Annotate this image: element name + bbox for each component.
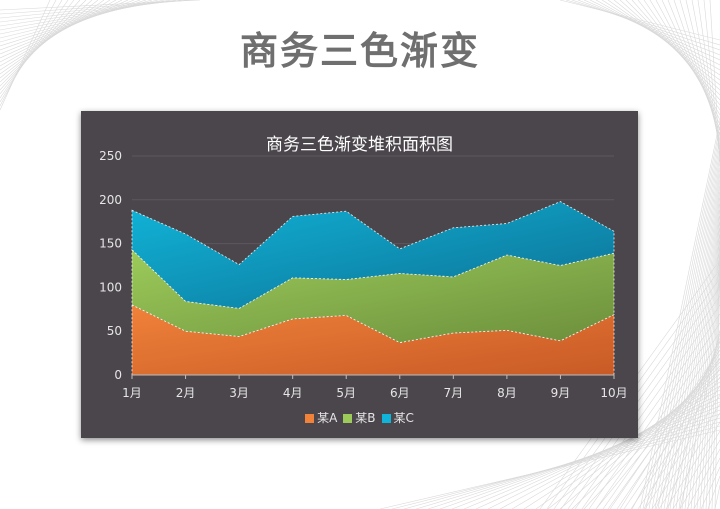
x-tick-label: 6月 bbox=[390, 386, 410, 400]
legend-swatch bbox=[381, 414, 391, 423]
legend-swatch bbox=[305, 414, 315, 423]
legend-swatch bbox=[343, 414, 353, 423]
y-tick-label: 200 bbox=[99, 193, 122, 207]
chart-title: 商务三色渐变堆积面积图 bbox=[266, 135, 453, 155]
x-tick-label: 3月 bbox=[229, 386, 249, 400]
y-tick-label: 50 bbox=[107, 324, 122, 338]
area-series bbox=[131, 201, 615, 376]
tick-labels: 0 50 100 150 200 250 1月 2月 3月 4月 5月 6月 7月 8月 9月 10月 bbox=[99, 149, 628, 400]
x-tick-label: 9月 bbox=[551, 386, 571, 400]
axes bbox=[131, 374, 615, 379]
legend: 某A 某B 某C bbox=[81, 409, 638, 426]
y-tick-label: 0 bbox=[114, 368, 122, 382]
legend-item[interactable]: 某B bbox=[343, 409, 376, 426]
legend-item[interactable]: 某A bbox=[305, 409, 337, 426]
y-tick-label: 250 bbox=[99, 149, 122, 163]
x-tick-label: 5月 bbox=[336, 386, 356, 400]
x-tick-label: 2月 bbox=[176, 386, 196, 400]
slide-title: 商务三色渐变 bbox=[239, 29, 480, 73]
y-tick-label: 100 bbox=[99, 280, 122, 294]
x-tick-label: 4月 bbox=[283, 386, 303, 400]
legend-label: 某A bbox=[317, 411, 338, 425]
area-series-2[interactable] bbox=[131, 248, 615, 344]
x-tick-label: 7月 bbox=[444, 386, 464, 400]
area-series-1[interactable] bbox=[131, 304, 615, 376]
x-tick-label: 10月 bbox=[600, 386, 627, 400]
x-tick-label: 8月 bbox=[497, 386, 517, 400]
legend-label: 某B bbox=[355, 411, 376, 425]
legend-label: 某C bbox=[393, 411, 414, 425]
chart-panel: 0 50 100 150 200 250 1月 2月 3月 4月 5月 6月 7月 8月 9月 10月 商务三… bbox=[81, 111, 638, 438]
y-tick-label: 150 bbox=[99, 237, 122, 251]
legend-item[interactable]: 某C bbox=[381, 409, 414, 426]
area-series-3[interactable] bbox=[131, 201, 615, 309]
stacked-area-chart: 0 50 100 150 200 250 1月 2月 3月 4月 5月 6月 7月 8月 9月 10月 bbox=[99, 149, 628, 400]
x-tick-label: 1月 bbox=[122, 386, 142, 400]
